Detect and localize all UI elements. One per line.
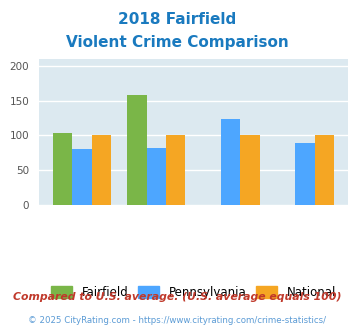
Text: Violent Crime Comparison: Violent Crime Comparison <box>66 35 289 50</box>
Bar <box>127 95 147 205</box>
Text: 2018 Fairfield: 2018 Fairfield <box>118 12 237 26</box>
Bar <box>166 135 185 205</box>
Bar <box>240 135 260 205</box>
Bar <box>53 133 72 205</box>
Bar <box>72 149 92 205</box>
Bar <box>315 135 334 205</box>
Bar <box>295 143 315 205</box>
Legend: Fairfield, Pennsylvania, National: Fairfield, Pennsylvania, National <box>51 286 336 299</box>
Bar <box>221 119 240 205</box>
Text: Compared to U.S. average. (U.S. average equals 100): Compared to U.S. average. (U.S. average … <box>13 292 342 302</box>
Bar <box>147 148 166 205</box>
Text: © 2025 CityRating.com - https://www.cityrating.com/crime-statistics/: © 2025 CityRating.com - https://www.city… <box>28 316 327 325</box>
Bar <box>92 135 111 205</box>
